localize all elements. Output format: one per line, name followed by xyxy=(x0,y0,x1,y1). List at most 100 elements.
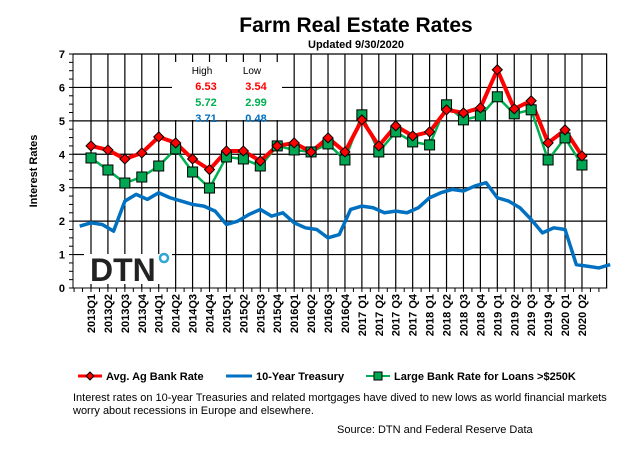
x-tick-label: 2014Q3 xyxy=(188,294,200,333)
x-tick-label: 2014Q4 xyxy=(205,293,217,333)
y-tick-label: 1 xyxy=(59,250,65,262)
avg-ag-bank-rate-point xyxy=(153,131,165,143)
avg-ag-bank-rate-point xyxy=(305,146,317,158)
high-value: 5.72 xyxy=(195,97,216,109)
avg-ag-bank-rate-point xyxy=(203,163,216,176)
avg-ag-bank-rate-point xyxy=(85,140,97,152)
series-line-10-year-treasury xyxy=(79,180,611,270)
x-tick-label: 2018 Q1 xyxy=(425,294,437,336)
high-low-table-bg xyxy=(172,62,282,120)
x-tick-label: 2014Q2 xyxy=(171,294,183,333)
avg-ag-bank-rate-point xyxy=(508,103,520,115)
low-header: Low xyxy=(243,66,262,77)
avg-ag-bank-rate-point xyxy=(406,130,419,142)
high-value: 3.71 xyxy=(195,113,216,125)
x-tick-label: 2015Q2 xyxy=(238,294,250,333)
avg-ag-bank-rate-point xyxy=(220,145,233,157)
logo-bg xyxy=(84,254,172,284)
x-tick-label: 2018 Q2 xyxy=(442,294,454,336)
avg-ag-bank-rate-point xyxy=(390,120,402,132)
legend-label: Large Bank Rate for Loans >$250K xyxy=(394,371,576,383)
x-tick-label: 2017 Q1 xyxy=(357,294,369,336)
high-header: High xyxy=(192,66,213,77)
y-tick-label: 7 xyxy=(59,49,65,61)
x-tick-label: 2013Q4 xyxy=(137,293,149,333)
avg-ag-bank-rate-point xyxy=(474,102,487,114)
x-tick-label: 2015Q3 xyxy=(255,294,267,333)
avg-ag-bank-rate-point xyxy=(576,150,588,162)
avg-ag-bank-rate-point xyxy=(102,144,114,156)
avg-ag-bank-rate-point xyxy=(186,153,199,165)
x-tick-label: 2016Q4 xyxy=(340,293,352,333)
avg-ag-bank-rate-point xyxy=(136,147,148,159)
chart-footer: Interest rates on 10-year Treasuries and… xyxy=(73,392,623,437)
x-tick-label: 2019 Q2 xyxy=(509,294,521,336)
x-tick-label: 2013Q2 xyxy=(103,294,115,333)
x-tick-label: 2019 Q4 xyxy=(543,293,555,336)
low-value: 2.99 xyxy=(245,97,266,109)
x-tick-label: 2017 Q4 xyxy=(408,293,420,336)
legend-label: Avg. Ag Bank Rate xyxy=(106,371,204,383)
x-tick-label: 2016Q2 xyxy=(306,294,318,333)
large-bank-rate-point xyxy=(424,139,436,151)
avg-ag-bank-rate-point xyxy=(373,140,385,152)
x-tick-label: 2015Q1 xyxy=(221,294,233,333)
chart-source: Source: DTN and Federal Reserve Data xyxy=(337,424,533,436)
large-bank-rate-point xyxy=(85,152,97,164)
x-tick-label: 2017 Q3 xyxy=(391,294,403,336)
x-tick-label: 2020 Q2 xyxy=(577,294,589,336)
x-tick-label: 2013Q3 xyxy=(120,294,132,333)
large-bank-rate-point xyxy=(491,91,503,103)
large-bank-rate-point xyxy=(187,166,199,178)
avg-ag-bank-rate-point xyxy=(254,155,267,167)
avg-ag-bank-rate-point xyxy=(525,95,537,107)
y-tick-label: 5 xyxy=(59,116,65,128)
x-tick-label: 2016Q3 xyxy=(323,294,335,333)
avg-ag-bank-rate-point xyxy=(339,146,351,158)
avg-ag-bank-rate-point xyxy=(271,140,283,152)
legend-label: 10-Year Treasury xyxy=(256,371,345,383)
x-tick-label: 2019 Q1 xyxy=(492,294,504,336)
low-value: 3.54 xyxy=(245,81,267,93)
avg-ag-bank-rate-point xyxy=(491,64,504,76)
avg-ag-bank-rate-point xyxy=(288,137,300,149)
x-tick-label: 2015Q4 xyxy=(272,293,284,333)
avg-ag-bank-rate-point xyxy=(237,145,250,157)
avg-ag-bank-rate-point xyxy=(440,104,453,116)
x-tick-label: 2014Q1 xyxy=(154,294,166,333)
dtn-logo-dot xyxy=(158,252,170,264)
x-tick-label: 2020 Q1 xyxy=(560,294,572,336)
avg-ag-bank-rate-point xyxy=(559,124,571,136)
x-tick-label: 2016Q1 xyxy=(289,294,301,333)
y-tick-label: 6 xyxy=(59,82,65,94)
chart-title: Farm Real Estate Rates xyxy=(239,14,472,37)
avg-ag-bank-rate-point xyxy=(356,114,368,126)
y-tick-label: 3 xyxy=(59,183,65,195)
legend-diamond-marker xyxy=(85,371,95,381)
avg-ag-bank-rate-point xyxy=(423,126,436,138)
large-bank-rate-point xyxy=(542,154,554,166)
chart-note: Interest rates on 10-year Treasuries and… xyxy=(73,392,607,417)
y-axis-label: Interest Rates xyxy=(28,135,40,208)
y-tick-label: 0 xyxy=(59,283,65,295)
x-tick-label: 2017 Q2 xyxy=(374,294,386,336)
large-bank-rate-point xyxy=(119,177,131,189)
avg-ag-bank-rate-point xyxy=(119,153,131,165)
x-tick-label: 2019 Q3 xyxy=(526,294,538,336)
x-tick-label: 2018 Q4 xyxy=(475,293,487,336)
avg-ag-bank-rate-point xyxy=(542,137,554,149)
low-value: 0.48 xyxy=(245,113,266,125)
chart-subtitle: Updated 9/30/2020 xyxy=(308,39,404,51)
large-bank-rate-point xyxy=(136,171,148,183)
avg-ag-bank-rate-point xyxy=(457,107,470,119)
large-bank-rate-point xyxy=(102,164,114,176)
x-tick-label: 2018 Q3 xyxy=(458,294,470,336)
legend-square-marker xyxy=(373,371,383,381)
y-tick-label: 2 xyxy=(59,216,65,228)
avg-ag-bank-rate-point xyxy=(169,137,182,149)
high-value: 6.53 xyxy=(195,81,216,93)
avg-ag-bank-rate-point xyxy=(322,132,334,144)
dtn-logo: DTN xyxy=(90,252,156,288)
